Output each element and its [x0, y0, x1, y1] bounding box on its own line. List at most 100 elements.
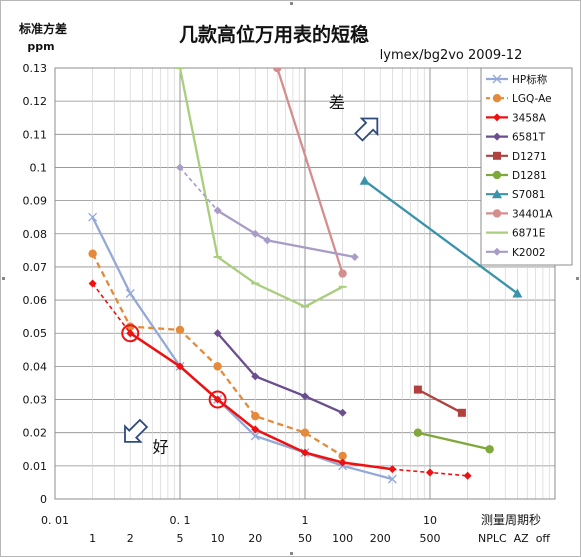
- series-d1271: [413, 385, 466, 417]
- legend-item: 6871E: [486, 228, 545, 240]
- annotation-arrow-icon: [354, 117, 379, 142]
- series-34401a: [273, 68, 347, 278]
- annotation-arrow-icon: [124, 418, 149, 443]
- annotation-label: 差: [329, 93, 345, 112]
- x-tick-label: 1: [302, 514, 309, 527]
- legend-label: D1281: [512, 170, 547, 182]
- series-3458a: [88, 279, 472, 480]
- y-tick-label: 0.02: [23, 427, 48, 440]
- data-point: [213, 329, 222, 338]
- series-d1281: [413, 428, 494, 454]
- data-point: [125, 288, 135, 298]
- series-line: [178, 68, 344, 308]
- series-layer: [88, 68, 523, 484]
- nplc-tick-label: 1: [89, 532, 96, 545]
- series-line: [129, 332, 393, 471]
- legend-label: 6871E: [512, 228, 545, 240]
- legend-item: 34401A: [486, 208, 553, 220]
- y-tick-label: 0.09: [23, 195, 48, 208]
- legend-item: K2002: [486, 247, 546, 259]
- y-axis-label: 标准方差: [18, 21, 67, 36]
- data-point: [338, 458, 347, 467]
- series-line: [363, 179, 519, 295]
- legend-item: 3458A: [486, 112, 547, 124]
- legend-marker: [492, 209, 502, 218]
- series-line: [417, 431, 490, 451]
- nplc-tick-label: 5: [177, 532, 184, 545]
- legend-marker: [492, 74, 502, 84]
- data-point: [512, 288, 523, 298]
- highlight-circle: [208, 390, 227, 409]
- data-point: [485, 445, 494, 454]
- legend-marker: [493, 113, 501, 122]
- data-point: [176, 362, 184, 371]
- legend-marker: [493, 132, 501, 141]
- legend-marker: [492, 189, 502, 199]
- data-point: [251, 372, 260, 381]
- data-point: [263, 236, 272, 245]
- annotation-up-right: 差: [329, 93, 379, 142]
- x-axis-label: 测量周期秒: [481, 513, 541, 527]
- legend: HP标称 LGQ-Ae 3458A 6581T D1271 D1281 S7081 34401…: [480, 67, 573, 266]
- series-k2002: [176, 163, 359, 261]
- annotation-down-left: 好: [124, 418, 169, 457]
- legend-label: S7081: [512, 189, 545, 201]
- data-point: [88, 249, 97, 258]
- nplc-tick-labels: 1 2 5 10 20 50 100 200 500: [89, 532, 440, 545]
- nplc-tick-label: 100: [332, 532, 353, 545]
- series-line: [276, 68, 344, 274]
- y-tick-label: 0.1: [30, 161, 48, 174]
- y-tick-label: 0.05: [23, 327, 48, 340]
- resize-handle-left[interactable]: [2, 277, 5, 280]
- legend-marker: [492, 94, 502, 103]
- series-6871e: [176, 68, 347, 308]
- data-point: [213, 206, 222, 215]
- data-point: [338, 269, 347, 278]
- nplc-tick-label: 20: [248, 532, 262, 545]
- legend-label: 34401A: [512, 208, 553, 220]
- legend-label: 6581T: [512, 132, 546, 144]
- series-s7081: [359, 175, 523, 298]
- legend-label: LGQ-Ae: [512, 93, 552, 105]
- data-point: [426, 468, 434, 477]
- legend-marker: [492, 170, 502, 180]
- data-point: [301, 448, 309, 457]
- nplc-tick-label: 2: [127, 532, 134, 545]
- legend-item: D1271: [486, 151, 547, 163]
- y-tick-label: 0.08: [23, 228, 48, 241]
- data-point: [463, 471, 472, 480]
- nplc-tick-label: 50: [298, 532, 312, 545]
- data-point: [88, 212, 98, 222]
- legend-item: D1281: [486, 170, 547, 182]
- resize-handle-bottom[interactable]: [290, 552, 293, 555]
- resize-handle-top[interactable]: [290, 2, 293, 5]
- resize-handle-right[interactable]: [576, 277, 579, 280]
- legend-marker: [493, 151, 501, 160]
- data-point: [176, 163, 184, 172]
- data-point: [413, 428, 423, 437]
- data-point: [251, 425, 260, 434]
- annotation-layer: 差好: [124, 93, 379, 457]
- series-dashed-segment: [179, 166, 219, 212]
- data-point: [350, 252, 359, 261]
- legend-item: 6581T: [486, 132, 546, 144]
- legend-label: D1271: [512, 151, 547, 163]
- y-tick-label: 0.01: [23, 460, 48, 473]
- data-point: [213, 362, 222, 371]
- series-line: [216, 332, 344, 414]
- x-tick-labels: 0. 01 0. 1 1 10: [41, 514, 437, 527]
- data-point: [413, 385, 422, 394]
- data-point: [175, 325, 185, 335]
- y-tick-labels: 0 0.01 0.02 0.03 0.04 0.05 0.06 0.07 0.08 0.09 0.1…: [23, 62, 48, 506]
- data-point: [251, 411, 260, 421]
- y-tick-label: 0.11: [23, 128, 48, 141]
- x-tick-label: 10: [423, 514, 437, 527]
- data-point: [213, 395, 222, 404]
- data-point: [251, 229, 260, 238]
- data-point: [88, 279, 97, 288]
- x-tick-label: 0. 01: [41, 514, 69, 527]
- y-axis-unit: ppm: [27, 40, 54, 53]
- legend-item: LGQ-Ae: [486, 93, 552, 105]
- data-point: [301, 392, 309, 401]
- data-point: [457, 408, 466, 417]
